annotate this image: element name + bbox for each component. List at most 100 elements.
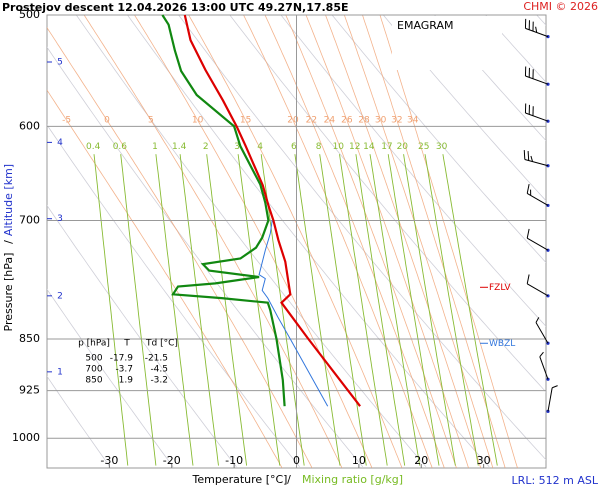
moist-adiabat-label: -5	[62, 116, 71, 126]
moist-adiabat	[134, 15, 373, 468]
moist-adiabat	[379, 15, 518, 468]
moist-adiabat	[362, 15, 506, 468]
dry-adiabat	[47, 124, 300, 468]
mixing-ratio-label: 14	[363, 142, 375, 152]
x-tick-label: 30	[477, 454, 491, 467]
wind-feather	[539, 351, 544, 358]
mixing-ratio-line	[120, 154, 157, 466]
mixing-ratio-line	[403, 154, 456, 466]
wind-staff	[526, 237, 549, 251]
table-cell: -3.2	[150, 376, 168, 386]
moist-adiabat	[47, 27, 313, 468]
moist-adiabat-label: 32	[391, 116, 402, 126]
wind-barb	[546, 385, 558, 413]
footnote: LRL: 512 m ASL	[512, 474, 599, 487]
chart-title: Prostejov descent 12.04.2026 13:00 UTC 4…	[2, 1, 349, 14]
wind-barb	[526, 228, 550, 252]
dry-adiabat	[47, 375, 111, 468]
mixing-ratio-label: 10	[333, 142, 345, 152]
mixing-ratio-line	[355, 154, 406, 466]
wind-feather	[526, 228, 530, 239]
wind-staff	[547, 387, 553, 412]
table-header: p [hPa]	[78, 339, 110, 349]
table-cell: -3.7	[115, 365, 133, 375]
dry-adiabat	[75, 15, 427, 468]
y-tick-label: 700	[19, 213, 40, 226]
wind-barb	[535, 317, 550, 345]
mixing-ratio-label: 0.6	[113, 142, 128, 152]
profile-line	[258, 220, 329, 407]
dry-adiabat	[229, 15, 546, 393]
y-axis-label-2: Altitude [km]	[2, 164, 15, 236]
moist-adiabat-label: 28	[358, 116, 370, 126]
mixing-ratio-line	[206, 154, 248, 466]
y-axis-label: Pressure [hPa]	[2, 253, 15, 332]
table-cell: -21.5	[145, 354, 168, 364]
mixing-ratio-label: 1.4	[172, 142, 187, 152]
mixing-ratio-label: 4	[257, 142, 263, 152]
wind-feather	[530, 155, 534, 162]
mixing-ratio-label: 17	[381, 142, 392, 152]
table-cell: 700	[85, 365, 102, 375]
wind-feather	[523, 150, 526, 160]
dry-adiabat	[47, 204, 237, 468]
dry-adiabat	[434, 15, 546, 142]
legend-box	[392, 16, 502, 70]
mixing-ratio-label: 8	[316, 142, 322, 152]
copyright: CHMI © 2026	[523, 0, 598, 13]
level-label: FZLV	[489, 283, 511, 293]
moist-adiabat-label: 24	[324, 116, 336, 126]
x-axis-label: Temperature [°C]	[192, 473, 288, 486]
altitude-tick-label: 2	[57, 291, 63, 301]
mixing-ratio-label: 30	[436, 142, 448, 152]
mixing-ratio-line	[237, 154, 281, 466]
table-cell: -17.9	[110, 354, 134, 364]
mixing-ratio-line	[294, 154, 341, 466]
wind-barb	[524, 18, 550, 39]
x-axis-separator: /	[287, 473, 291, 486]
mixing-ratio-line	[93, 154, 129, 466]
mixing-ratio-line	[424, 154, 479, 466]
wind-barb	[523, 150, 550, 168]
moist-adiabat-label: 10	[192, 116, 204, 126]
wind-barb	[539, 351, 550, 381]
legend-title: EMAGRAM	[397, 19, 454, 32]
y-tick-label: 1000	[12, 431, 40, 444]
wind-barb	[524, 66, 550, 86]
dry-adiabat	[47, 46, 364, 468]
moist-adiabat-label: 5	[148, 116, 154, 126]
x-tick-label: -10	[225, 454, 243, 467]
moist-adiabat	[305, 15, 469, 468]
wind-staff	[535, 322, 549, 344]
y-tick-label: 500	[19, 8, 40, 21]
profile-line	[161, 14, 286, 407]
wind-feather	[551, 385, 558, 389]
moist-adiabat	[188, 15, 403, 468]
profile-line	[183, 14, 361, 407]
moist-adiabat-label: 34	[407, 116, 419, 126]
moist-adiabat	[343, 15, 494, 468]
mixing-ratio-label: 0.4	[86, 142, 101, 152]
dry-adiabat	[47, 288, 174, 468]
level-label: WBZL	[489, 339, 515, 349]
altitude-tick-label: 4	[57, 138, 63, 148]
moist-adiabat	[264, 15, 445, 468]
table-cell: 850	[85, 376, 102, 386]
wind-feather	[535, 317, 540, 323]
altitude-tick-label: 3	[57, 214, 63, 224]
wind-staff	[539, 356, 549, 380]
dry-adiabat	[588, 15, 600, 467]
mixing-ratio-line	[179, 154, 219, 466]
moist-adiabat	[325, 15, 482, 468]
mixing-ratio-label: 20	[397, 142, 409, 152]
wind-feather	[527, 151, 530, 161]
moist-adiabat-label: 0	[104, 116, 110, 126]
mixing-ratio-label: 6	[291, 142, 297, 152]
table-cell: 500	[85, 354, 102, 364]
wind-barb	[526, 184, 550, 208]
mixing-ratio-line	[339, 154, 388, 466]
wind-barb	[524, 103, 550, 123]
mixing-ratio-line	[442, 154, 498, 466]
mixing-ratio-line	[319, 154, 367, 466]
